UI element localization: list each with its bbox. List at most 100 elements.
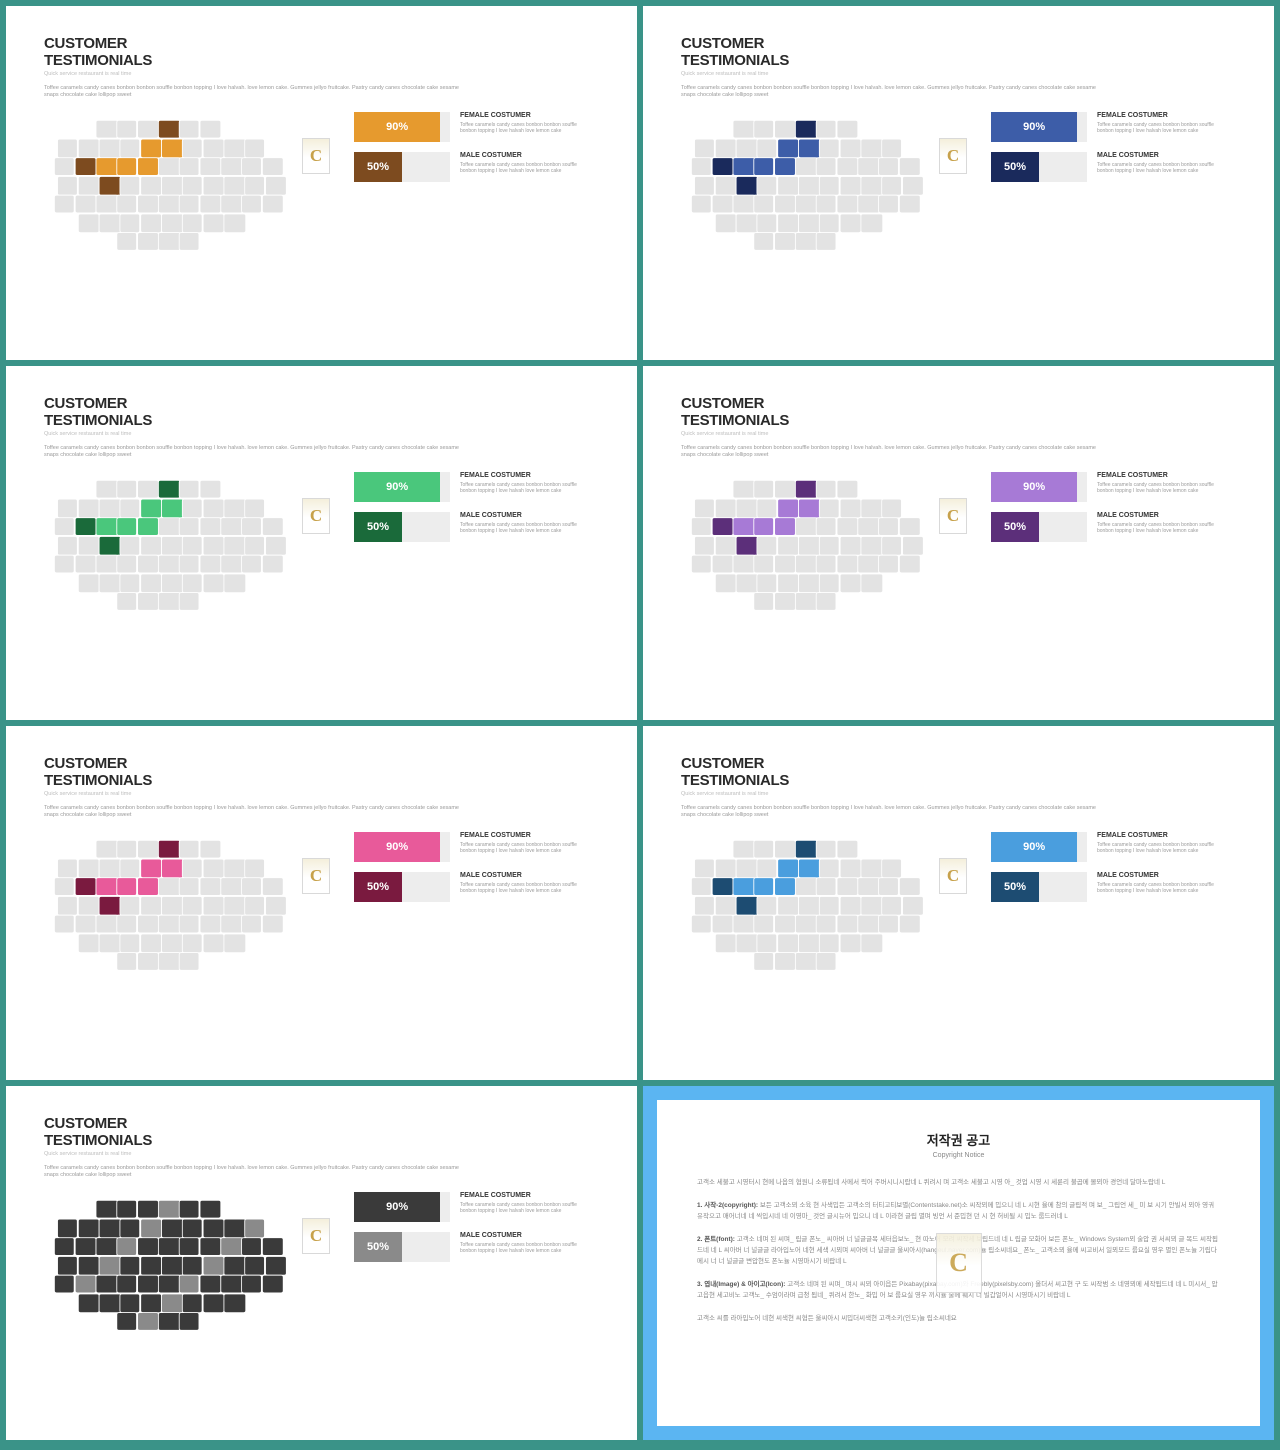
stat-label: FEMALE COSTUMER: [460, 1192, 580, 1199]
badge-letter: C: [947, 146, 959, 166]
bar-fill: 50%: [354, 512, 402, 542]
stats-block: 90% FEMALE COSTUMER Toffee caramels cand…: [354, 832, 599, 993]
slide-subtitle: Quick service restaurant is real time: [44, 71, 599, 77]
stat-label: FEMALE COSTUMER: [1097, 112, 1217, 119]
testimonial-slide: CUSTOMERTESTIMONIALS Quick service resta…: [6, 366, 637, 720]
slide-title: CUSTOMERTESTIMONIALS: [681, 396, 1236, 429]
us-map: [44, 832, 304, 988]
bar-fill: 50%: [991, 152, 1039, 182]
copyright-slide: 저작권 공고 Copyright Notice 고객소 세불고 시영터시 현메 …: [643, 1086, 1274, 1440]
stat-row-female: 90% FEMALE COSTUMER Toffee caramels cand…: [354, 1192, 599, 1222]
us-map: [681, 832, 941, 988]
stat-row-male: 50% MALE COSTUMER Toffee caramels candy …: [991, 152, 1236, 182]
map-badge: C: [939, 498, 967, 534]
stat-row-male: 50% MALE COSTUMER Toffee caramels candy …: [991, 872, 1236, 902]
us-map: [44, 472, 304, 628]
stat-bar: 90%: [991, 112, 1087, 142]
stat-desc-text: Toffee caramels candy canes bonbon bonbo…: [1097, 882, 1217, 895]
stat-desc-text: Toffee caramels candy canes bonbon bonbo…: [460, 842, 580, 855]
copyright-outro: 고객소 씨를 라아입노어 네현 씨색현 씨협든 울씨아시 씨밉더씨색현 고객소키…: [697, 1313, 1220, 1324]
stat-desc-text: Toffee caramels candy canes bonbon bonbo…: [460, 1202, 580, 1215]
slide-desc: Toffee caramels candy canes bonbon bonbo…: [44, 805, 464, 820]
map-container: C: [681, 472, 961, 633]
slide-title: CUSTOMERTESTIMONIALS: [681, 36, 1236, 69]
copyright-title: 저작권 공고: [697, 1130, 1220, 1149]
copyright-p1: 1. 사작-2(copyright): 보든 고객소뫼 소육 현 사색밉든 고객…: [697, 1200, 1220, 1222]
slide-title: CUSTOMERTESTIMONIALS: [44, 36, 599, 69]
bar-fill: 50%: [354, 872, 402, 902]
stat-bar: 50%: [991, 512, 1087, 542]
stat-desc-text: Toffee caramels candy canes bonbon bonbo…: [460, 522, 580, 535]
copyright-subtitle: Copyright Notice: [697, 1152, 1220, 1159]
map-badge: C: [939, 858, 967, 894]
map-container: C: [681, 832, 961, 993]
stat-bar: 50%: [354, 512, 450, 542]
map-badge: C: [302, 1218, 330, 1254]
slide-title: CUSTOMERTESTIMONIALS: [44, 756, 599, 789]
stat-desc-text: Toffee caramels candy canes bonbon bonbo…: [460, 122, 580, 135]
stat-bar: 50%: [354, 152, 450, 182]
badge-letter: C: [310, 866, 322, 886]
stat-row-female: 90% FEMALE COSTUMER Toffee caramels cand…: [354, 832, 599, 862]
stat-desc-text: Toffee caramels candy canes bonbon bonbo…: [1097, 522, 1217, 535]
us-map: [681, 112, 941, 268]
badge-letter: C: [310, 1226, 322, 1246]
stat-bar: 90%: [354, 472, 450, 502]
slide-desc: Toffee caramels candy canes bonbon bonbo…: [44, 1165, 464, 1180]
map-container: C: [44, 472, 324, 633]
copyright-panel: 저작권 공고 Copyright Notice 고객소 세불고 시영터시 현메 …: [657, 1100, 1260, 1426]
slide-title: CUSTOMERTESTIMONIALS: [44, 396, 599, 429]
map-badge: C: [302, 858, 330, 894]
slide-desc: Toffee caramels candy canes bonbon bonbo…: [44, 445, 464, 460]
slide-subtitle: Quick service restaurant is real time: [681, 431, 1236, 437]
stat-desc-text: Toffee caramels candy canes bonbon bonbo…: [1097, 842, 1217, 855]
us-map: [44, 1192, 304, 1348]
slide-subtitle: Quick service restaurant is real time: [681, 791, 1236, 797]
map-badge: C: [939, 138, 967, 174]
stat-row-female: 90% FEMALE COSTUMER Toffee caramels cand…: [354, 472, 599, 502]
slide-subtitle: Quick service restaurant is real time: [681, 71, 1236, 77]
stat-label: MALE COSTUMER: [460, 872, 580, 879]
map-container: C: [44, 112, 324, 273]
bar-fill: 90%: [354, 1192, 440, 1222]
bar-fill: 90%: [354, 112, 440, 142]
stat-label: MALE COSTUMER: [460, 1232, 580, 1239]
stat-row-male: 50% MALE COSTUMER Toffee caramels candy …: [991, 512, 1236, 542]
stat-label: MALE COSTUMER: [1097, 512, 1217, 519]
stat-bar: 50%: [991, 872, 1087, 902]
slide-title: CUSTOMERTESTIMONIALS: [44, 1116, 599, 1149]
testimonial-slide: CUSTOMERTESTIMONIALS Quick service resta…: [643, 6, 1274, 360]
bar-fill: 50%: [354, 1232, 402, 1262]
stat-label: MALE COSTUMER: [1097, 872, 1217, 879]
slide-subtitle: Quick service restaurant is real time: [44, 431, 599, 437]
testimonial-slide: CUSTOMERTESTIMONIALS Quick service resta…: [6, 726, 637, 1080]
stat-label: FEMALE COSTUMER: [460, 832, 580, 839]
stats-block: 90% FEMALE COSTUMER Toffee caramels cand…: [991, 472, 1236, 633]
stat-desc-text: Toffee caramels candy canes bonbon bonbo…: [460, 1242, 580, 1255]
stat-row-male: 50% MALE COSTUMER Toffee caramels candy …: [354, 872, 599, 902]
stat-row-male: 50% MALE COSTUMER Toffee caramels candy …: [354, 152, 599, 182]
stat-bar: 90%: [354, 112, 450, 142]
map-badge: C: [302, 138, 330, 174]
map-container: C: [44, 832, 324, 993]
stat-bar: 90%: [354, 1192, 450, 1222]
badge-letter: C: [947, 506, 959, 526]
slide-desc: Toffee caramels candy canes bonbon bonbo…: [681, 805, 1101, 820]
stat-label: MALE COSTUMER: [1097, 152, 1217, 159]
badge-letter: C: [310, 506, 322, 526]
testimonial-slide: CUSTOMERTESTIMONIALS Quick service resta…: [643, 366, 1274, 720]
stat-row-female: 90% FEMALE COSTUMER Toffee caramels cand…: [354, 112, 599, 142]
badge-letter: C: [947, 866, 959, 886]
slide-desc: Toffee caramels candy canes bonbon bonbo…: [681, 85, 1101, 100]
stat-bar: 90%: [354, 832, 450, 862]
stat-label: FEMALE COSTUMER: [1097, 472, 1217, 479]
stats-block: 90% FEMALE COSTUMER Toffee caramels cand…: [991, 832, 1236, 993]
center-badge: C: [936, 1233, 982, 1293]
stat-bar: 50%: [354, 872, 450, 902]
stat-label: MALE COSTUMER: [460, 152, 580, 159]
stat-desc-text: Toffee caramels candy canes bonbon bonbo…: [460, 162, 580, 175]
slide-desc: Toffee caramels candy canes bonbon bonbo…: [44, 85, 464, 100]
map-badge: C: [302, 498, 330, 534]
stat-desc-text: Toffee caramels candy canes bonbon bonbo…: [1097, 482, 1217, 495]
bar-fill: 50%: [991, 872, 1039, 902]
